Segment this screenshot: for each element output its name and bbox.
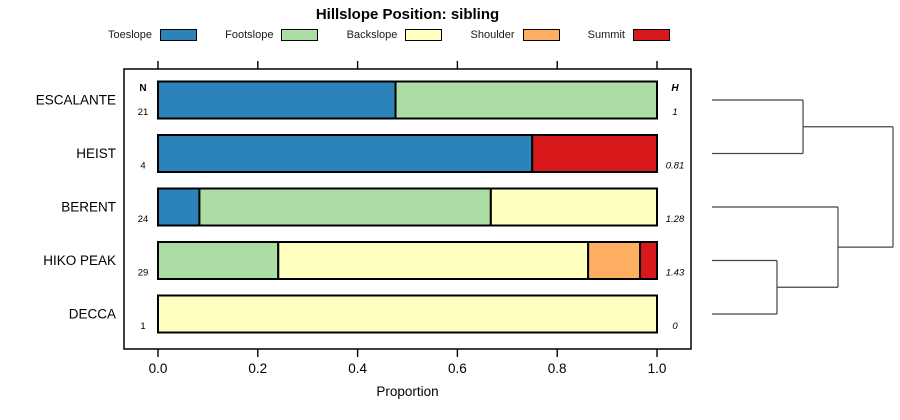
legend-swatch-backslope <box>405 28 443 41</box>
bar-segment-footslope <box>394 80 658 120</box>
row-label-escalante: ESCALANTE <box>36 93 116 108</box>
legend-item-summit: Summit <box>587 28 670 41</box>
row-label-heist: HEIST <box>76 146 116 161</box>
bar-segment-toeslope <box>157 134 534 173</box>
legend-item-shoulder: Shoulder <box>470 28 560 41</box>
legend-item-footslope: Footslope <box>225 28 319 41</box>
bar-segment-backslope <box>489 187 659 227</box>
x-tick-label: 0.0 <box>149 361 168 376</box>
h-value: 1 <box>672 107 677 118</box>
chart-title: Hillslope Position: sibling <box>315 6 500 23</box>
n-value: 29 <box>138 268 149 279</box>
row-label-decca: DECCA <box>69 307 116 322</box>
plot-box <box>123 68 692 350</box>
h-column-header: H <box>671 83 679 94</box>
n-value: 24 <box>138 214 149 225</box>
legend-swatch-toeslope <box>160 28 198 41</box>
bar-segment-toeslope <box>157 80 397 120</box>
n-value: 1 <box>140 321 145 332</box>
x-axis-title: Proportion <box>376 384 439 399</box>
row-label-berent: BERENT <box>61 200 116 215</box>
legend-label: Footslope <box>225 28 274 41</box>
legend-label: Shoulder <box>470 28 515 41</box>
x-tick-label: 0.6 <box>448 361 467 376</box>
legend-item-backslope: Backslope <box>346 28 443 41</box>
bar-segment-footslope <box>198 187 492 227</box>
legend-swatch-summit <box>632 28 670 41</box>
x-tick-label: 0.4 <box>348 361 367 376</box>
legend-item-toeslope: Toeslope <box>108 28 198 41</box>
legend-label: Toeslope <box>108 28 153 41</box>
row-label-hiko-peak: HIKO PEAK <box>43 253 116 268</box>
x-tick-label: 1.0 <box>648 361 667 376</box>
legend-label: Backslope <box>346 28 398 41</box>
legend-label: Summit <box>587 28 625 41</box>
bar-segment-backslope <box>277 241 590 280</box>
n-value: 21 <box>138 107 149 118</box>
bar-segment-shoulder <box>587 241 642 280</box>
legend-swatch-footslope <box>281 28 319 41</box>
bar-segment-backslope <box>157 294 658 334</box>
h-value: 0.81 <box>666 161 685 172</box>
bar-segment-footslope <box>157 241 280 280</box>
x-tick-label: 0.2 <box>248 361 267 376</box>
x-tick-label: 0.8 <box>548 361 567 376</box>
bar-segment-toeslope <box>157 187 201 227</box>
h-value: 1.43 <box>666 268 685 279</box>
n-column-header: N <box>139 83 146 94</box>
n-value: 4 <box>140 161 145 172</box>
h-value: 1.28 <box>666 214 685 225</box>
legend: Toeslope Footslope Backslope Shoulder Summit <box>108 26 670 43</box>
bar-segment-summit <box>531 134 658 173</box>
h-value: 0 <box>672 321 678 332</box>
legend-swatch-shoulder <box>522 28 560 41</box>
bar-segment-summit <box>639 241 658 280</box>
